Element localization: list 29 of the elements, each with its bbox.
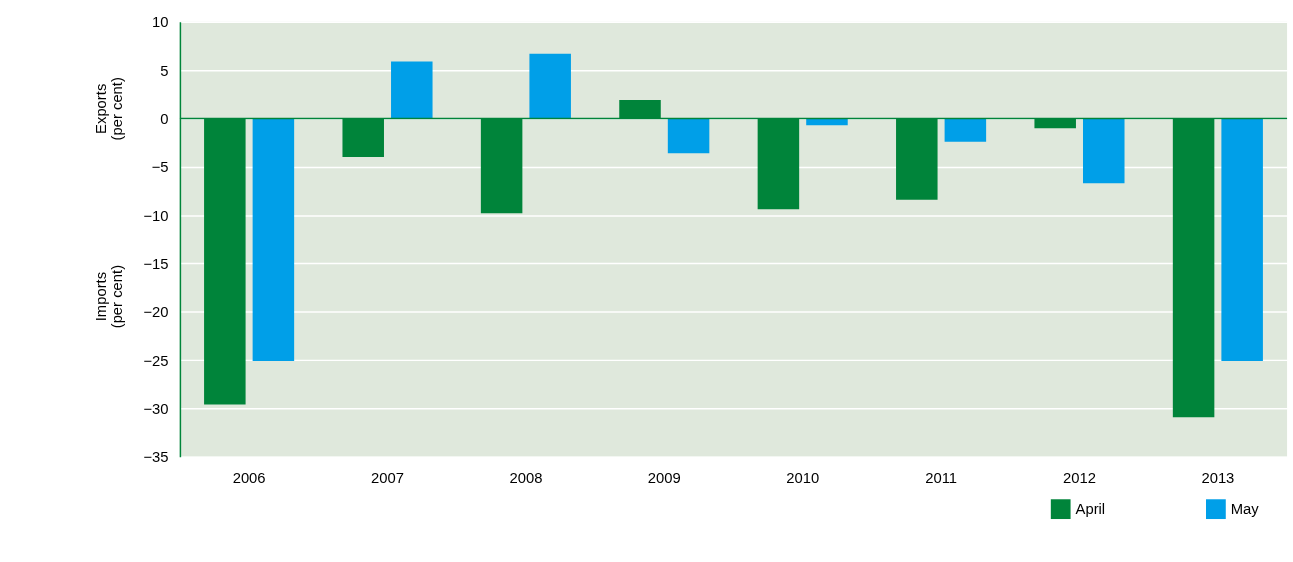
bar	[1083, 118, 1125, 184]
y-tick-label: −35	[143, 449, 169, 466]
bar	[944, 118, 987, 142]
x-tick-label: 2013	[1201, 469, 1235, 486]
bar	[1221, 118, 1263, 362]
bar	[667, 118, 710, 154]
y-tick-label: −10	[143, 207, 169, 224]
y-tick-label: 10	[152, 14, 169, 31]
x-tick-label: 2009	[647, 469, 681, 486]
x-tick-label: 2006	[232, 469, 266, 486]
legend-label: April	[1075, 501, 1106, 518]
bar	[252, 118, 295, 362]
text: Imports (per cent)	[92, 264, 125, 329]
legend-label: May	[1230, 501, 1260, 518]
text: Exports (per cent)	[92, 77, 125, 141]
y-tick-label: −5	[151, 159, 169, 176]
y-tick-label: −15	[143, 255, 169, 272]
bar	[391, 61, 433, 119]
x-tick-label: 2012	[1063, 469, 1096, 486]
bar	[529, 53, 571, 119]
y-tick-label: −20	[143, 304, 169, 321]
y-tick-label: −30	[143, 400, 169, 417]
x-tick-label: 2010	[786, 469, 820, 486]
x-tick-label: 2011	[925, 469, 958, 486]
y-tick-label: −25	[143, 352, 169, 369]
y-tick-label: 0	[160, 110, 169, 127]
y-tick-label: 5	[160, 62, 169, 79]
x-tick-label: 2007	[371, 469, 404, 486]
x-tick-label: 2008	[509, 469, 543, 486]
